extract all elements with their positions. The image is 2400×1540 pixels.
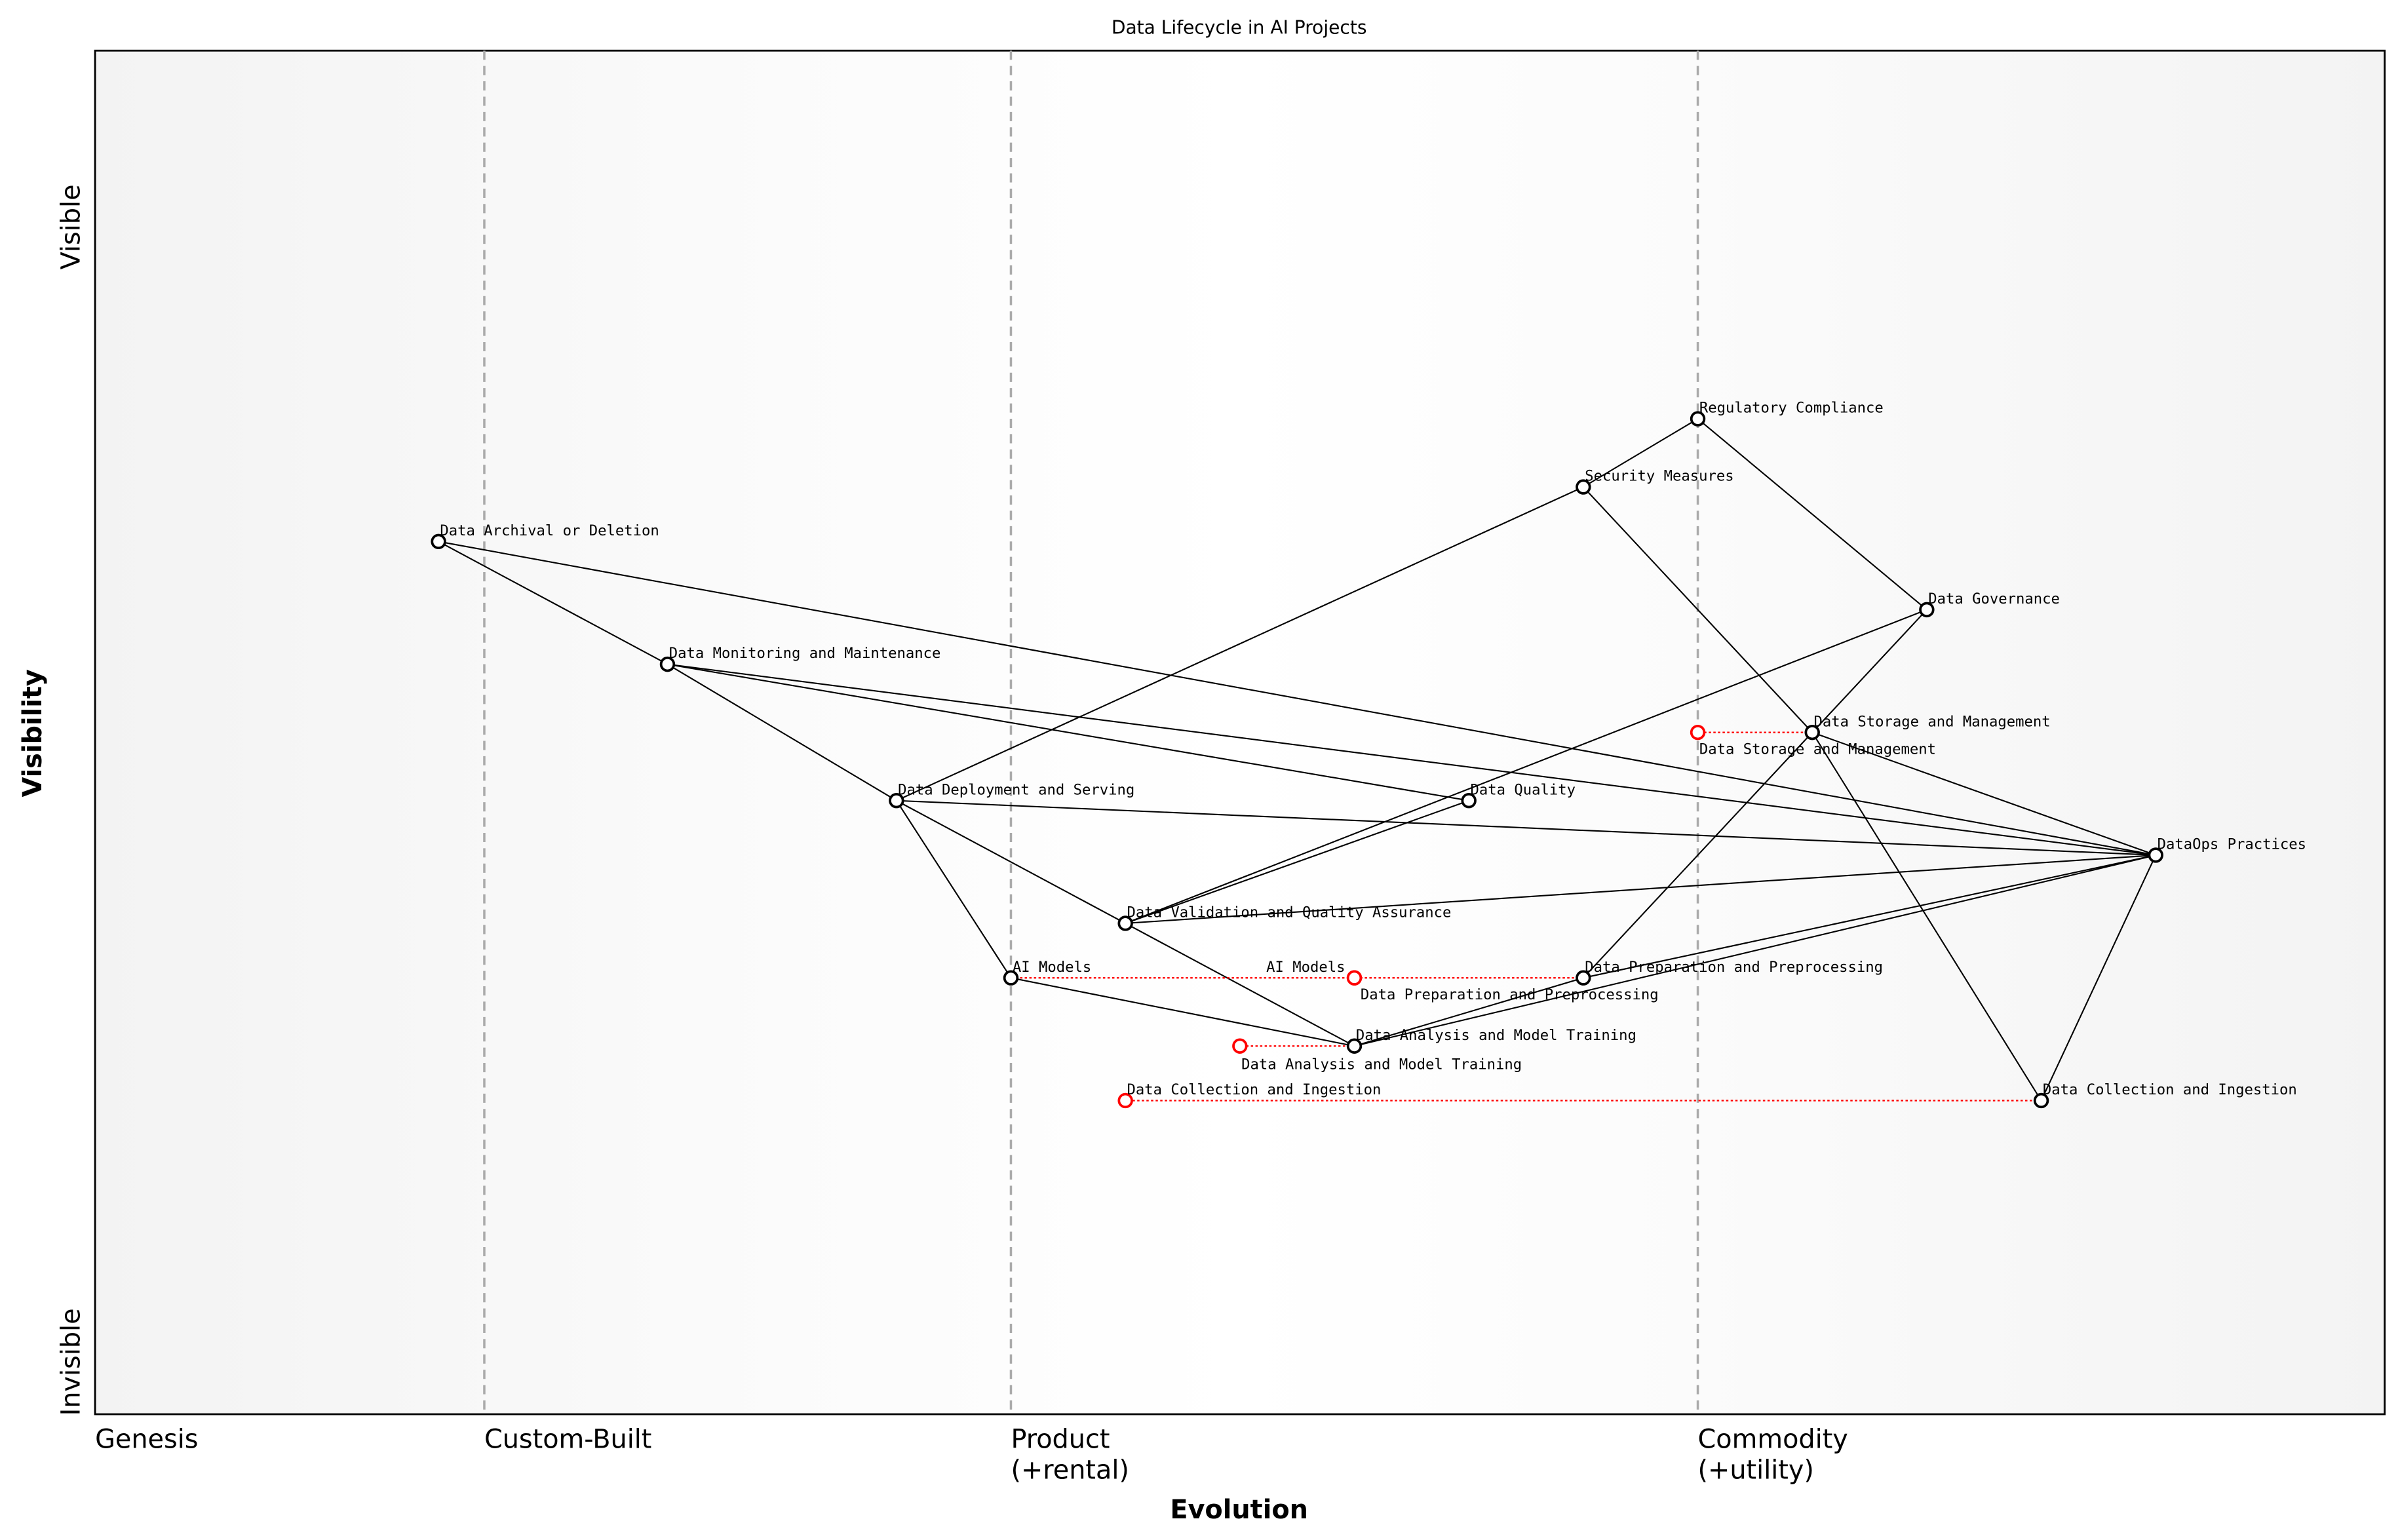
component-node[interactable] <box>659 656 676 672</box>
component-label: Regulatory Compliance <box>1699 400 1884 417</box>
component-node[interactable] <box>1804 724 1820 741</box>
component-label: Data Quality <box>1471 781 1576 798</box>
evolved-component-node[interactable] <box>1117 1092 1133 1109</box>
evolved-component-label: Data Preparation and Preprocessing <box>1361 986 1659 1003</box>
component-node[interactable] <box>1576 970 1591 986</box>
stage-label: Commodity (+utility) <box>1698 1425 1848 1486</box>
component-label: AI Models <box>1013 959 1091 976</box>
link-line <box>1811 731 2156 856</box>
link-line <box>1125 609 1927 924</box>
component-label: Data Storage and Management <box>1814 713 2051 730</box>
plot-area <box>94 49 2386 1415</box>
y-axis-bottom-label: Invisible <box>56 1308 87 1415</box>
link-line <box>1011 977 1355 1047</box>
component-label: Data Monitoring and Maintenance <box>669 645 941 662</box>
component-node[interactable] <box>1690 411 1706 427</box>
link-line <box>1125 854 2156 925</box>
link-line <box>667 663 897 801</box>
component-label: Data Analysis and Model Training <box>1356 1027 1636 1044</box>
component-label: Data Validation and Quality Assurance <box>1127 904 1452 921</box>
link-line <box>667 663 1469 801</box>
evolved-component-node[interactable] <box>1690 724 1706 741</box>
component-node[interactable] <box>1576 479 1591 495</box>
link-line <box>1354 854 2156 1047</box>
link-line <box>895 800 1012 978</box>
component-node[interactable] <box>1117 915 1133 931</box>
link-line <box>896 799 2156 856</box>
link-line <box>896 486 1584 801</box>
evolved-component-label: Data Storage and Management <box>1699 741 1936 758</box>
component-label: Data Preparation and Preprocessing <box>1585 959 1883 976</box>
component-node[interactable] <box>431 533 446 550</box>
component-node[interactable] <box>1919 602 1935 618</box>
component-label: DataOps Practices <box>2158 836 2306 853</box>
evolved-component-node[interactable] <box>1232 1038 1248 1054</box>
link-line <box>1583 731 1813 978</box>
component-node[interactable] <box>2033 1092 2049 1109</box>
link-line <box>1125 799 1469 924</box>
link-line <box>1583 418 1699 488</box>
link-line <box>1697 418 1927 611</box>
link-line <box>1583 854 2156 979</box>
component-node[interactable] <box>1003 970 1019 986</box>
component-node[interactable] <box>1346 1038 1363 1054</box>
component-node[interactable] <box>889 792 904 809</box>
component-label: Data Collection and Ingestion <box>2043 1081 2297 1098</box>
link-line <box>896 799 1126 924</box>
component-label: Data Governance <box>1928 590 2060 607</box>
link-line <box>2040 855 2157 1101</box>
component-label: Security Measures <box>1585 468 1733 485</box>
evolved-component-label: Data Analysis and Model Training <box>1241 1056 1522 1073</box>
component-label: Data Deployment and Serving <box>898 781 1134 798</box>
evolved-component-label: AI Models <box>1266 959 1345 976</box>
stage-label: Genesis <box>95 1425 198 1455</box>
y-axis-label: Visibility <box>18 669 48 797</box>
link-line <box>1583 486 1813 733</box>
x-axis-label: Evolution <box>1170 1495 1308 1525</box>
y-axis-top-label: Visible <box>56 184 87 269</box>
link-line <box>438 541 668 665</box>
link-line <box>1125 923 1355 1047</box>
link-line <box>1811 732 2042 1102</box>
evolved-component-node[interactable] <box>1346 970 1363 986</box>
component-node[interactable] <box>2148 847 2163 863</box>
evolved-component-label: Data Collection and Ingestion <box>1127 1081 1382 1098</box>
link-line <box>667 663 2156 856</box>
component-label: Data Archival or Deletion <box>440 522 659 539</box>
link-line <box>1811 609 1927 733</box>
map-title: Data Lifecycle in AI Projects <box>1112 16 1367 38</box>
stage-label: Custom-Built <box>484 1425 651 1455</box>
link-line <box>1354 977 1584 1047</box>
stage-label: Product (+rental) <box>1011 1425 1129 1486</box>
component-node[interactable] <box>1461 792 1477 809</box>
link-line <box>438 541 2156 856</box>
